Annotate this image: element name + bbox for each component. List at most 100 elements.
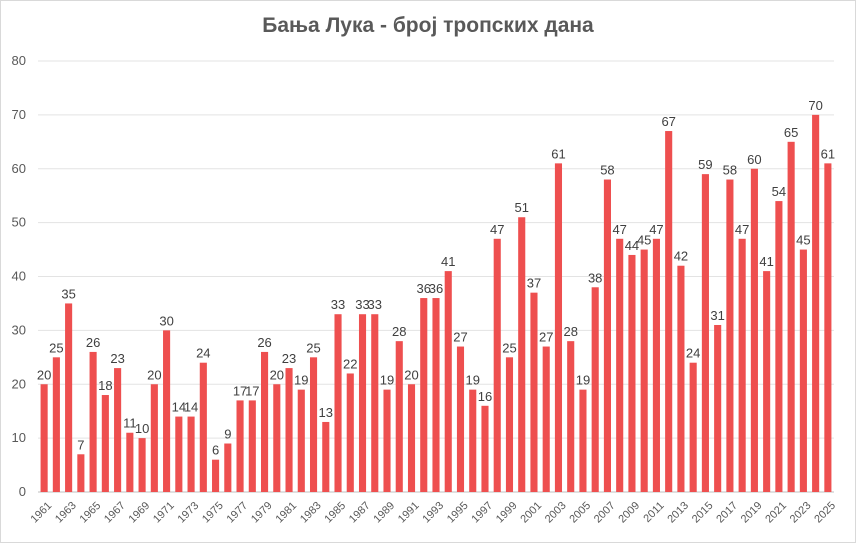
x-tick-label: 2005 (567, 500, 593, 526)
bar (101, 395, 109, 492)
data-label: 47 (490, 222, 504, 237)
bar (199, 362, 207, 492)
bar (456, 346, 465, 492)
data-label: 23 (282, 351, 296, 366)
bar (603, 179, 611, 492)
x-tick-label: 1987 (347, 500, 373, 526)
bar (554, 163, 563, 493)
data-label: 36 (429, 281, 443, 296)
data-label: 47 (649, 222, 663, 237)
x-tick-label: 1969 (127, 500, 153, 526)
chart-title: Бања Лука - број тропских дана (262, 14, 594, 37)
x-tick-label: 2003 (543, 500, 569, 526)
data-label: 19 (380, 373, 394, 388)
bar (285, 368, 293, 492)
x-tick-label: 2001 (518, 500, 544, 526)
bar (665, 131, 673, 492)
data-label: 36 (417, 281, 431, 296)
bar (40, 384, 48, 492)
y-tick-label: 50 (12, 215, 26, 230)
bar (469, 389, 477, 492)
x-tick-label: 2007 (592, 500, 618, 526)
bar (505, 357, 514, 492)
bar (763, 271, 771, 492)
data-label: 10 (135, 421, 149, 436)
data-label: 45 (796, 233, 810, 248)
y-tick-label: 60 (12, 161, 26, 176)
data-label: 28 (392, 324, 406, 339)
data-label: 14 (172, 400, 186, 415)
data-label: 45 (637, 233, 651, 248)
data-label: 31 (710, 308, 724, 323)
bar (799, 249, 807, 492)
x-tick-label: 1979 (249, 500, 275, 526)
data-label: 23 (110, 351, 124, 366)
bar (89, 351, 97, 492)
bar (787, 141, 795, 492)
x-tick-label: 1971 (151, 500, 177, 526)
data-label: 22 (343, 356, 357, 371)
data-label: 19 (576, 373, 590, 388)
data-label: 33 (368, 297, 382, 312)
x-tick-label: 2019 (739, 500, 765, 526)
data-label: 9 (224, 427, 231, 442)
x-tick-label: 1991 (396, 500, 422, 526)
bar (481, 405, 489, 492)
y-tick-label: 80 (12, 53, 26, 68)
bar (150, 384, 158, 492)
bar (726, 179, 734, 492)
bar (493, 238, 501, 492)
data-label: 25 (49, 340, 63, 355)
x-tick-label: 1995 (445, 500, 471, 526)
x-tick-label: 1961 (29, 500, 55, 526)
x-tick-label: 1965 (78, 500, 104, 526)
x-tick-label: 2011 (641, 500, 666, 525)
data-label: 33 (331, 297, 345, 312)
data-label: 17 (233, 383, 247, 398)
bar (163, 330, 171, 492)
data-label: 19 (294, 373, 308, 388)
bar (640, 249, 648, 492)
data-label: 25 (502, 340, 516, 355)
data-label: 58 (723, 163, 737, 178)
x-tick-label: 1973 (175, 500, 201, 526)
data-label: 7 (77, 437, 84, 452)
bar (371, 314, 379, 492)
bar (236, 400, 244, 492)
data-label: 70 (808, 98, 822, 113)
data-label: 18 (98, 378, 112, 393)
bar (52, 357, 60, 492)
bar (212, 459, 220, 492)
data-label: 20 (147, 367, 161, 382)
bar (432, 298, 440, 492)
bar (591, 287, 599, 492)
bar (334, 314, 342, 492)
bar (77, 454, 85, 492)
data-label: 28 (563, 324, 577, 339)
data-label: 27 (453, 330, 467, 345)
data-label: 20 (404, 367, 418, 382)
x-tick-label: 1985 (322, 500, 348, 526)
x-tick-label: 1981 (273, 500, 299, 526)
bar (738, 238, 746, 492)
bar (567, 341, 575, 492)
bar (518, 217, 526, 493)
data-label: 26 (86, 335, 100, 350)
y-tick-label: 40 (12, 269, 26, 284)
bar (542, 346, 550, 492)
bar (714, 324, 722, 492)
data-label: 35 (61, 286, 75, 301)
x-tick-label: 2017 (714, 500, 740, 526)
bar (358, 314, 367, 492)
bar (187, 416, 195, 492)
bar (616, 238, 624, 492)
bar (750, 168, 758, 492)
data-label: 27 (539, 330, 553, 345)
bar (701, 174, 709, 492)
bar (65, 303, 73, 492)
x-tick-label: 1989 (371, 500, 397, 526)
data-label: 61 (551, 146, 565, 161)
data-label: 11 (123, 416, 137, 431)
bar (652, 238, 660, 492)
